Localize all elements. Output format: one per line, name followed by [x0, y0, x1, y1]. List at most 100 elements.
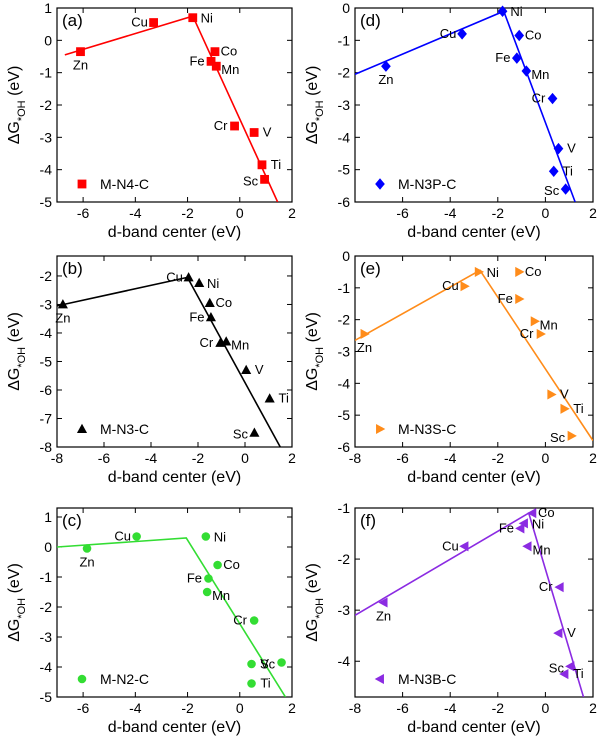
y-tick-label: -4	[338, 129, 351, 145]
x-axis-label: d-band center (eV)	[108, 719, 241, 736]
point-label: Fe	[187, 571, 202, 586]
panel-label: (e)	[360, 259, 381, 278]
data-point	[522, 541, 532, 552]
data-point	[459, 541, 469, 552]
point-label: V	[567, 141, 576, 156]
point-label: Co	[525, 27, 542, 42]
plot-frame	[354, 7, 594, 203]
x-tick-label: 2	[589, 450, 597, 466]
x-axis-label: d-band center (eV)	[407, 719, 540, 736]
data-point	[554, 582, 564, 593]
data-point	[194, 277, 205, 288]
y-tick-label: -5	[40, 353, 53, 369]
legend-label: M-N3B-C	[398, 671, 456, 687]
legend-label: M-N3-C	[100, 421, 149, 437]
point-label: Cu	[442, 538, 459, 553]
data-point	[360, 328, 370, 340]
x-tick-label: 2	[589, 205, 597, 221]
data-point	[512, 52, 522, 64]
point-label: Cu	[166, 269, 183, 284]
data-point	[210, 47, 220, 57]
x-tick-label: 0	[236, 205, 244, 221]
data-point	[553, 628, 563, 639]
point-label: Sc	[550, 430, 566, 445]
data-point	[204, 574, 213, 583]
fit-line	[57, 276, 281, 447]
data-point	[514, 29, 525, 42]
point-label: Fe	[495, 50, 510, 65]
y-tick-label: 0	[342, 248, 350, 264]
y-tick-label: -5	[40, 194, 53, 210]
point-label: V	[260, 656, 269, 671]
x-tick-label: -6	[98, 450, 111, 466]
data-point	[76, 47, 85, 57]
point-label: Cr	[532, 91, 546, 106]
chart-panel: -6 -4 -2 0 2 -5 -4 -3 -2 -1 0 1 d-band center (eV) ΔG…	[6, 507, 296, 736]
data-point	[548, 165, 559, 178]
y-tick-label: -3	[338, 344, 351, 360]
data-point	[536, 328, 546, 340]
x-axis-label: d-band center (eV)	[108, 469, 241, 486]
data-point	[82, 544, 92, 553]
data-point	[497, 5, 508, 17]
data-point	[249, 128, 259, 137]
point-label: Mn	[533, 542, 551, 557]
x-axis-label: d-band center (eV)	[108, 224, 241, 241]
point-label: Ti	[278, 391, 288, 406]
data-point	[521, 65, 532, 77]
data-point	[515, 266, 525, 277]
plot-frame	[56, 255, 293, 448]
y-tick-label: -3	[40, 629, 53, 645]
x-tick-label: -4	[444, 205, 457, 221]
data-point	[260, 174, 269, 184]
data-point	[211, 61, 221, 71]
x-tick-label: -4	[129, 700, 142, 716]
y-tick-label: -8	[40, 439, 53, 455]
legend-marker	[76, 423, 88, 433]
point-label: Zn	[376, 609, 391, 624]
point-label: Ti	[573, 401, 583, 416]
x-tick-label: -6	[396, 450, 409, 466]
data-point	[518, 518, 528, 529]
y-tick-label: 0	[44, 539, 52, 555]
x-tick-label: -2	[192, 450, 205, 466]
x-tick-label: -2	[181, 205, 194, 221]
data-point	[547, 389, 557, 400]
point-label: Cr	[520, 326, 534, 341]
y-tick-label: 0	[342, 0, 350, 16]
point-label: Ti	[271, 157, 281, 172]
point-label: Cu	[131, 15, 148, 30]
point-label: Co	[525, 264, 542, 279]
y-tick-label: -2	[338, 312, 351, 328]
legend-marker	[77, 674, 87, 684]
chart-panel: -6 -4 -2 0 2 -5 -4 -3 -2 -1 0 1 d-band center (eV) ΔG…	[6, 0, 296, 241]
data-point	[201, 532, 211, 541]
y-tick-label: -4	[338, 375, 351, 391]
data-point	[205, 312, 216, 322]
data-point	[149, 18, 159, 27]
x-tick-label: -8	[51, 450, 64, 466]
y-tick-label: -6	[338, 194, 351, 210]
panel-label: (a)	[62, 11, 83, 30]
y-tick-label: -2	[40, 268, 53, 284]
x-tick-label: 0	[542, 205, 550, 221]
x-tick-label: -2	[181, 700, 194, 716]
data-point	[277, 658, 286, 667]
point-label: Mn	[221, 62, 239, 77]
x-tick-label: -4	[444, 450, 457, 466]
point-label: Cu	[442, 278, 459, 293]
point-label: Mn	[531, 67, 549, 82]
y-tick-label: -6	[338, 439, 351, 455]
x-tick-label: -2	[492, 205, 505, 221]
data-point	[560, 183, 571, 195]
legend-marker	[374, 673, 384, 685]
y-axis-label: ΔG*OH (eV)	[304, 66, 326, 145]
chart-panel: -8 -6 -4 -2 0 2-6-5-4-3-2-10d-band center (eV…	[304, 248, 597, 486]
y-tick-label: -2	[40, 97, 53, 113]
y-tick-label: -1	[40, 65, 53, 81]
point-label: Zn	[55, 310, 70, 325]
point-label: Co	[215, 295, 232, 310]
point-label: Ni	[487, 265, 499, 280]
y-tick-label: -1	[40, 569, 53, 585]
data-point	[378, 597, 388, 608]
